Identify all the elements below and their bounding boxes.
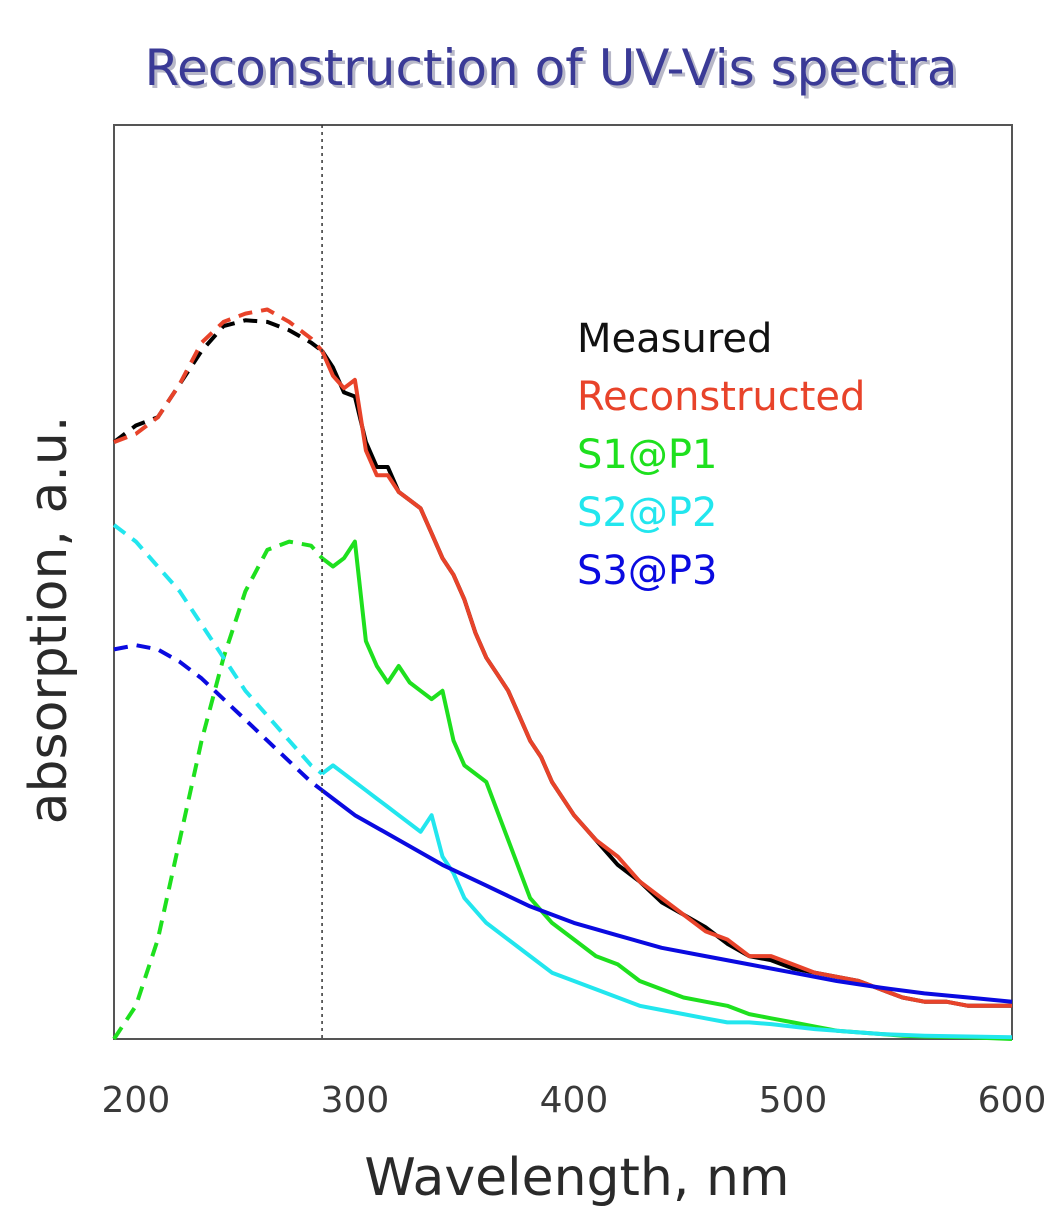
series-line-s1-p1-solid	[320, 539, 1013, 1041]
series-reconstructed	[113, 307, 1012, 1008]
series-line-reconstructed-dashed	[113, 307, 324, 444]
legend-entry-s1-p1: S1@P1	[577, 432, 717, 478]
x-tick-label-500: 500	[759, 1080, 828, 1121]
series-line-s1-p1-dashed	[112, 539, 324, 1041]
legend-entry-measured: Measured	[577, 316, 772, 362]
x-tick-layer: 200 300 400 500 600	[102, 1080, 1046, 1121]
series-layer	[112, 307, 1013, 1041]
series-measured	[112, 318, 1012, 1008]
x-tick-label-600: 600	[978, 1080, 1046, 1121]
series-line-s3-p3-dashed	[113, 643, 324, 792]
series-line-reconstructed-solid	[320, 350, 1012, 1008]
chart-title-shadow: Reconstruction of UV-Vis spectra	[148, 42, 961, 100]
series-line-s2-p2-solid	[320, 763, 1013, 1040]
series-s1-p1	[112, 539, 1013, 1041]
series-line-measured-dashed	[112, 318, 324, 444]
legend-entry-s3-p3: S3@P3	[577, 548, 717, 594]
legend-entry-s2-p2: S2@P2	[577, 490, 717, 536]
legend-entry-reconstructed: Reconstructed	[577, 374, 865, 420]
series-line-s3-p3-solid	[320, 788, 1013, 1004]
x-tick-label-300: 300	[321, 1080, 390, 1121]
legend: Measured Reconstructed S1@P1 S2@P2 S3@P3	[577, 316, 865, 594]
plot-frame	[113, 124, 1013, 1040]
series-s2-p2	[112, 523, 1013, 1040]
x-tick-label-200: 200	[102, 1080, 171, 1121]
x-axis-label: Wavelength, nm	[364, 1148, 789, 1208]
x-tick-label-400: 400	[540, 1080, 609, 1121]
series-s3-p3	[113, 643, 1013, 1004]
y-axis-label: absorption, a.u.	[19, 416, 79, 825]
chart-title: Reconstruction of UV-Vis spectra	[145, 39, 958, 97]
series-line-s2-p2-dashed	[112, 523, 324, 776]
